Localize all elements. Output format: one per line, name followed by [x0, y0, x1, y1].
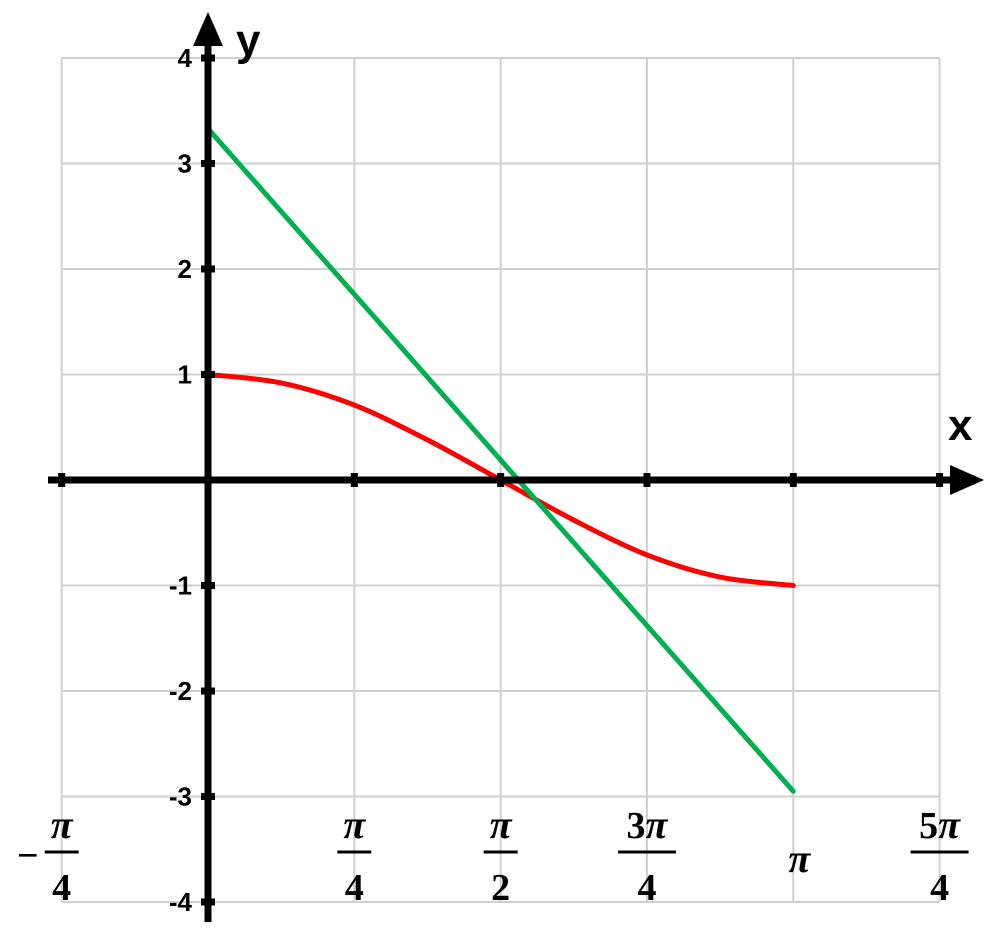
x-axis-arrow [950, 465, 984, 495]
x-tick-label-3: 3π4 [617, 802, 676, 909]
x-tick-numerator: 5π [919, 802, 961, 847]
y-tick-label-1: 3 [178, 149, 192, 179]
y-tick-label-3: 1 [178, 360, 192, 390]
x-tick-sign: − [17, 835, 39, 877]
x-tick-numerator: 3π [627, 802, 669, 847]
x-tick-numerator: π [343, 802, 366, 847]
x-tick-denominator: 4 [52, 867, 71, 909]
y-tick-label-7: -4 [169, 887, 193, 917]
y-axis-arrow [193, 12, 223, 46]
x-axis-label: x [948, 401, 973, 450]
x-tick-label-1: π4 [337, 802, 372, 909]
x-tick-label-4: π [788, 836, 811, 881]
x-tick-numerator: π [51, 802, 74, 847]
x-tick-label-2: π2 [483, 802, 518, 909]
x-tick-label-0: π 4− [17, 802, 79, 909]
y-tick-label-5: -2 [169, 676, 192, 706]
y-tick-labels: 4 3 2 1 -1 -2 -3 -4 [169, 43, 193, 917]
x-tick-denominator: 2 [491, 867, 510, 909]
y-tick-label-4: -1 [169, 571, 192, 601]
x-tick-denominator: 4 [345, 867, 364, 909]
x-tick-single: π [788, 836, 811, 881]
x-tick-denominator: 4 [930, 867, 949, 909]
x-tick-label-5: 5π4 [910, 802, 969, 909]
y-tick-label-2: 2 [178, 254, 192, 284]
x-tick-denominator: 4 [637, 867, 656, 909]
y-tick-label-6: -3 [169, 782, 192, 812]
series-line-1 [205, 126, 796, 794]
x-tick-numerator: π [490, 802, 513, 847]
y-axis-label: y [236, 16, 261, 65]
axes [48, 12, 984, 922]
y-tick-label-0: 4 [178, 43, 193, 73]
